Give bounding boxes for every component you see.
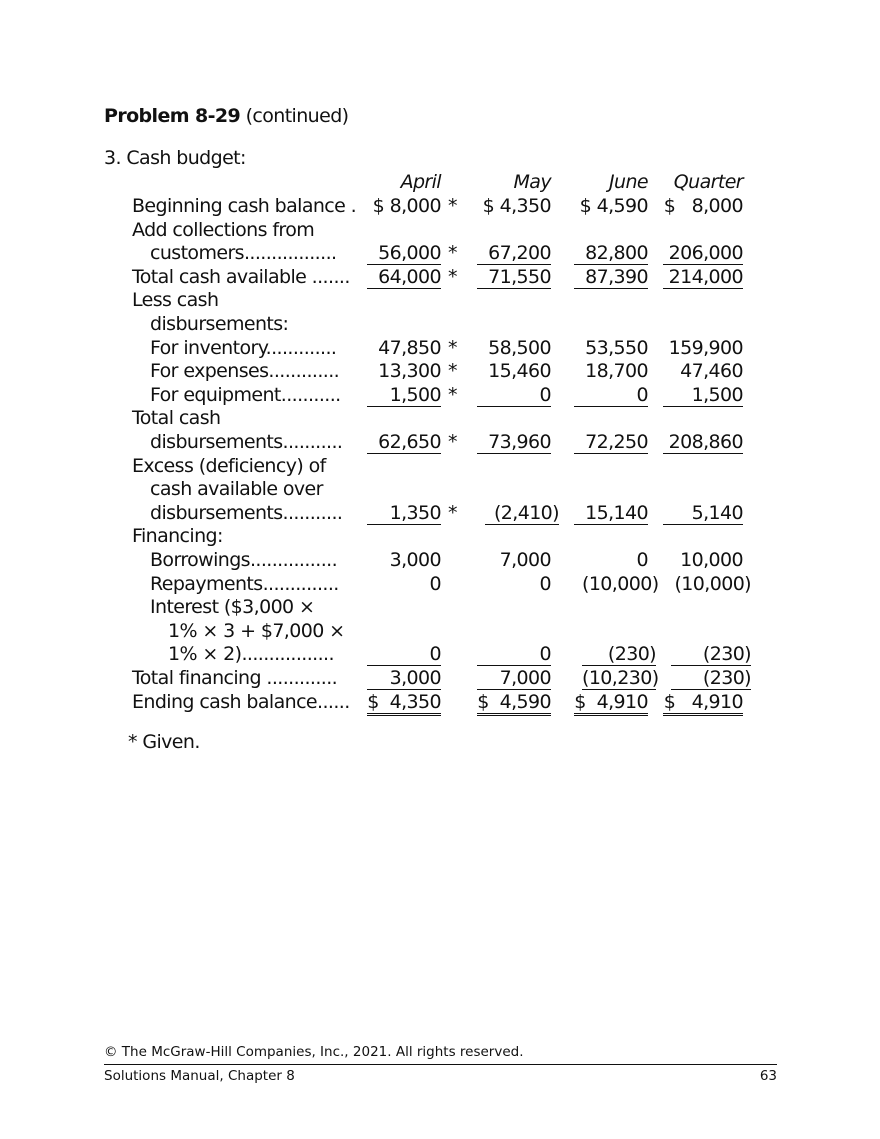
row-label: Borrowings................ bbox=[150, 549, 338, 571]
manual-title: Solutions Manual, Chapter 8 bbox=[104, 1068, 295, 1084]
cell-april: 64,000 bbox=[367, 266, 442, 289]
row-label: For inventory............. bbox=[150, 336, 337, 359]
cell-april: 0 bbox=[367, 643, 442, 667]
row-label: Excess (deficiency) of bbox=[132, 454, 326, 477]
cell-quarter: (230) bbox=[671, 667, 752, 690]
row-label: Total financing ............. bbox=[132, 667, 338, 689]
problem-heading: Problem 8-29 (continued) bbox=[104, 104, 350, 128]
given-asterisk: * bbox=[448, 431, 458, 453]
column-header-april: April bbox=[400, 171, 442, 193]
cell-quarter: 47,460 bbox=[680, 360, 743, 383]
row-label: Less cash bbox=[132, 289, 219, 312]
row-label: Repayments.............. bbox=[150, 572, 339, 595]
cell-may: (2,410) bbox=[485, 502, 560, 525]
given-asterisk: * bbox=[448, 501, 458, 524]
cell-april: $ 8,000 bbox=[372, 195, 442, 217]
cell-may: 71,550 bbox=[477, 266, 552, 289]
cell-quarter: (10,000) bbox=[674, 572, 751, 595]
cell-april: 62,650 bbox=[367, 431, 442, 454]
cell-june: (10,230) bbox=[582, 667, 659, 690]
cell-june: 82,800 bbox=[574, 242, 649, 266]
cell-quarter: $ 8,000 bbox=[663, 195, 744, 217]
row-label: disbursements: bbox=[150, 313, 289, 335]
cell-may: 7,000 bbox=[499, 549, 552, 571]
cell-april: 1,350 bbox=[367, 502, 442, 525]
row-label: Financing: bbox=[132, 525, 223, 548]
cell-april: 3,000 bbox=[367, 667, 442, 690]
row-label: For expenses............. bbox=[150, 360, 340, 383]
cell-may: 0 bbox=[477, 643, 552, 667]
row-label: customers................. bbox=[150, 242, 337, 265]
given-asterisk: * bbox=[448, 242, 458, 265]
cell-april: 1,500 bbox=[367, 384, 442, 407]
footer-divider bbox=[104, 1064, 777, 1065]
row-label: 1% × 2)................. bbox=[168, 643, 335, 666]
cell-june: 18,700 bbox=[585, 360, 648, 383]
cell-quarter: 206,000 bbox=[663, 242, 744, 266]
cell-quarter: 10,000 bbox=[680, 549, 743, 571]
cell-june: (230) bbox=[582, 643, 657, 667]
cell-april: 0 bbox=[429, 572, 442, 595]
cell-june: 53,550 bbox=[585, 336, 648, 359]
row-label: For equipment........... bbox=[150, 383, 341, 406]
row-label: Total cash bbox=[132, 407, 221, 430]
cell-april: 13,300 bbox=[378, 360, 441, 383]
cell-june: (10,000) bbox=[582, 572, 659, 595]
cell-may: 0 bbox=[539, 572, 552, 595]
row-label: disbursements........... bbox=[150, 501, 343, 524]
cell-may: $ 4,350 bbox=[482, 195, 552, 217]
cell-quarter: 1,500 bbox=[663, 384, 744, 407]
copyright: © The McGraw-Hill Companies, Inc., 2021.… bbox=[104, 1044, 524, 1060]
cell-may: $ 4,590 bbox=[477, 691, 552, 716]
cell-quarter: (230) bbox=[671, 643, 752, 667]
cell-may: 67,200 bbox=[477, 242, 552, 266]
cell-june: 0 bbox=[574, 384, 649, 407]
cell-april: 47,850 bbox=[378, 336, 441, 359]
row-label: Beginning cash balance . bbox=[132, 195, 357, 217]
problem-number: Problem 8-29 bbox=[104, 105, 241, 127]
cell-april: $ 4,350 bbox=[367, 691, 442, 716]
cell-june: $ 4,910 bbox=[574, 691, 649, 716]
row-label: disbursements........... bbox=[150, 431, 343, 453]
given-asterisk: * bbox=[448, 195, 458, 217]
footnote: * Given. bbox=[128, 731, 200, 753]
row-label: Total cash available ....... bbox=[132, 265, 350, 288]
cell-may: 73,960 bbox=[477, 431, 552, 454]
cell-june: 15,140 bbox=[574, 502, 649, 525]
cell-may: 0 bbox=[477, 384, 552, 407]
cell-april: 56,000 bbox=[367, 242, 442, 266]
cell-quarter: 5,140 bbox=[663, 502, 744, 525]
cell-quarter: $ 4,910 bbox=[663, 691, 744, 716]
row-label: Add collections from bbox=[132, 218, 315, 241]
page-number: 63 bbox=[759, 1068, 777, 1084]
row-label: Ending cash balance...... bbox=[132, 690, 350, 713]
cell-april: 3,000 bbox=[389, 549, 442, 571]
row-label: 1% × 3 + $7,000 × bbox=[168, 619, 345, 642]
cell-june: 72,250 bbox=[574, 431, 649, 454]
cell-june: 87,390 bbox=[574, 266, 649, 289]
cell-quarter: 214,000 bbox=[663, 266, 744, 289]
given-asterisk: * bbox=[448, 265, 458, 288]
column-header-may: May bbox=[513, 171, 552, 193]
given-asterisk: * bbox=[448, 336, 458, 359]
cell-may: 7,000 bbox=[477, 667, 552, 690]
continued-label: (continued) bbox=[245, 105, 350, 127]
row-label: cash available over bbox=[150, 478, 323, 501]
section-title: 3. Cash budget: bbox=[104, 147, 246, 169]
cell-may: 58,500 bbox=[488, 336, 551, 359]
given-asterisk: * bbox=[448, 383, 458, 406]
column-header-june: June bbox=[609, 171, 649, 193]
given-asterisk: * bbox=[448, 360, 458, 383]
row-label: Interest ($3,000 × bbox=[150, 596, 315, 619]
cell-may: 15,460 bbox=[488, 360, 551, 383]
cell-quarter: 208,860 bbox=[663, 431, 744, 454]
cell-june: 0 bbox=[636, 549, 649, 571]
cell-june: $ 4,590 bbox=[579, 195, 649, 217]
cell-quarter: 159,900 bbox=[668, 336, 744, 359]
column-header-quarter: Quarter bbox=[673, 171, 744, 193]
